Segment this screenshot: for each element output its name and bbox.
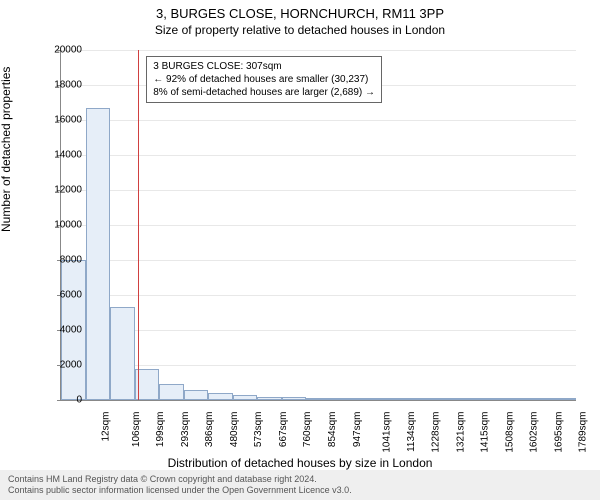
histogram-bar [502,398,527,400]
ytick-label: 2000 [42,360,82,371]
histogram-bar [208,393,233,400]
xtick-label: 386sqm [204,412,215,448]
xtick-label: 1041sqm [382,412,393,453]
ytick-label: 6000 [42,290,82,301]
xtick-label: 1415sqm [480,412,491,453]
xtick-label: 1228sqm [431,412,442,453]
annotation-line: ← 92% of detached houses are smaller (30… [153,73,375,86]
xtick-label: 480sqm [229,412,240,448]
footer-line-1: Contains HM Land Registry data © Crown c… [8,474,592,485]
annotation-line: 3 BURGES CLOSE: 307sqm [153,60,375,73]
xtick-label: 573sqm [253,412,264,448]
ytick-label: 0 [42,395,82,406]
plot-area: 3 BURGES CLOSE: 307sqm← 92% of detached … [60,50,576,401]
xtick-label: 199sqm [155,412,166,448]
x-axis-label: Distribution of detached houses by size … [0,456,600,470]
y-axis-label: Number of detached properties [0,67,13,232]
xtick-label: 293sqm [180,412,191,448]
xtick-label: 1321sqm [455,412,466,453]
histogram-bar [331,398,356,400]
histogram-bar [159,384,184,400]
histogram-bar [355,398,380,400]
ytick-label: 16000 [42,115,82,126]
chart-container: 3, BURGES CLOSE, HORNCHURCH, RM11 3PP Si… [0,0,600,500]
ytick-label: 12000 [42,185,82,196]
histogram-bar [257,397,282,401]
histogram-bar [478,398,503,400]
histogram-bar [404,398,429,400]
histogram-bar [233,395,258,400]
xtick-label: 1695sqm [553,412,564,453]
xtick-label: 106sqm [131,412,142,448]
annotation-box: 3 BURGES CLOSE: 307sqm← 92% of detached … [146,56,382,103]
chart-title-main: 3, BURGES CLOSE, HORNCHURCH, RM11 3PP [0,0,600,21]
xtick-label: 760sqm [303,412,314,448]
xtick-label: 947sqm [352,412,363,448]
xtick-label: 1134sqm [405,412,416,452]
xtick-label: 1602sqm [529,412,540,453]
ytick-label: 14000 [42,150,82,161]
histogram-bar [86,108,111,400]
xtick-label: 854sqm [327,412,338,448]
histogram-bar [429,398,454,400]
xtick-label: 667sqm [278,412,289,448]
histogram-bar [282,397,307,400]
histogram-bar [453,398,478,400]
histogram-bar [110,307,135,400]
xtick-label: 1508sqm [504,412,515,453]
ytick-label: 18000 [42,80,82,91]
chart-title-sub: Size of property relative to detached ho… [0,23,600,37]
footer-line-2: Contains public sector information licen… [8,485,592,496]
reference-line [138,50,139,400]
xtick-label: 12sqm [101,412,112,442]
ytick-label: 20000 [42,45,82,56]
ytick-label: 10000 [42,220,82,231]
footer-attribution: Contains HM Land Registry data © Crown c… [0,470,600,500]
xtick-label: 1789sqm [578,412,589,453]
histogram-bar [184,390,209,400]
ytick-label: 4000 [42,325,82,336]
histogram-bar [380,398,405,400]
ytick-label: 8000 [42,255,82,266]
histogram-bar [306,398,331,400]
annotation-line: 8% of semi-detached houses are larger (2… [153,86,375,99]
histogram-bar [551,398,576,400]
histogram-bar [527,398,552,400]
